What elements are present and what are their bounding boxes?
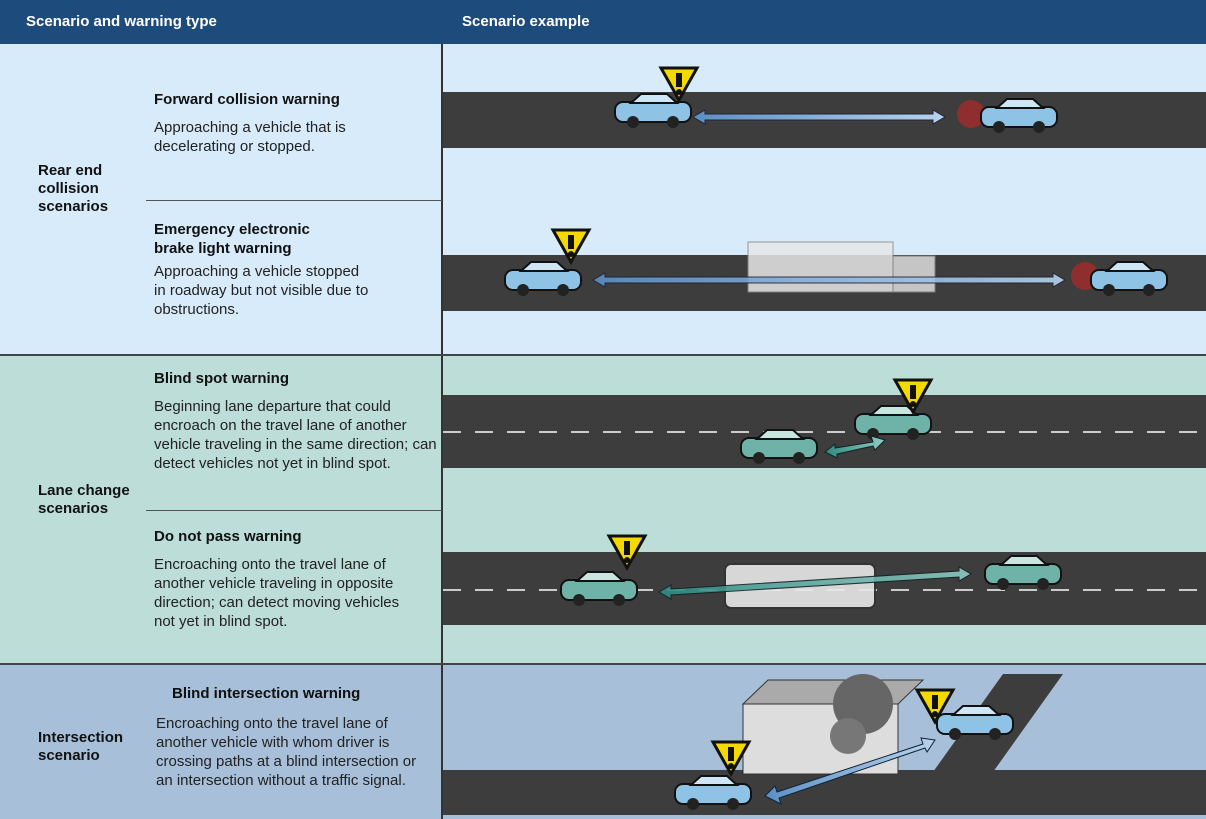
arrow — [764, 737, 936, 805]
warning-description: Beginning lane departure that could encr… — [154, 398, 437, 472]
warning-title: Do not pass warning — [154, 528, 302, 545]
group-divider — [0, 663, 1206, 665]
row-divider — [146, 510, 442, 511]
group-label: Rear end collision scenarios — [38, 162, 109, 215]
column-divider — [441, 44, 443, 819]
building-roof — [741, 679, 925, 705]
arrow — [692, 109, 946, 125]
warning-title: Emergency electronic brake light warning — [154, 221, 310, 257]
arrow — [658, 566, 972, 600]
truck — [747, 241, 894, 293]
warning-description: Encroaching onto the travel lane of anot… — [154, 556, 400, 630]
warning-description: Approaching a vehicle stopped in roadway… — [154, 263, 369, 318]
group-label: Lane change scenarios — [38, 482, 130, 517]
arrow — [824, 435, 886, 459]
header-bar — [0, 0, 1206, 44]
warning-description: Encroaching onto the travel lane of anot… — [156, 715, 417, 789]
group-divider — [0, 354, 1206, 356]
brake-light — [957, 100, 985, 128]
road — [443, 395, 1206, 468]
warning-title: Blind intersection warning — [172, 685, 361, 702]
truck-cab — [892, 255, 936, 293]
header-col2: Scenario example — [462, 13, 590, 30]
warning-title: Forward collision warning — [154, 91, 340, 108]
group-label: Intersection scenario — [38, 729, 124, 764]
illustrations — [443, 66, 1206, 815]
warning-description: Approaching a vehicle that is decelerati… — [154, 119, 346, 155]
warning-title: Blind spot warning — [154, 370, 289, 387]
row-divider — [146, 200, 442, 201]
header-col1: Scenario and warning type — [26, 13, 217, 30]
tree — [830, 718, 866, 754]
arrow — [592, 272, 1066, 288]
